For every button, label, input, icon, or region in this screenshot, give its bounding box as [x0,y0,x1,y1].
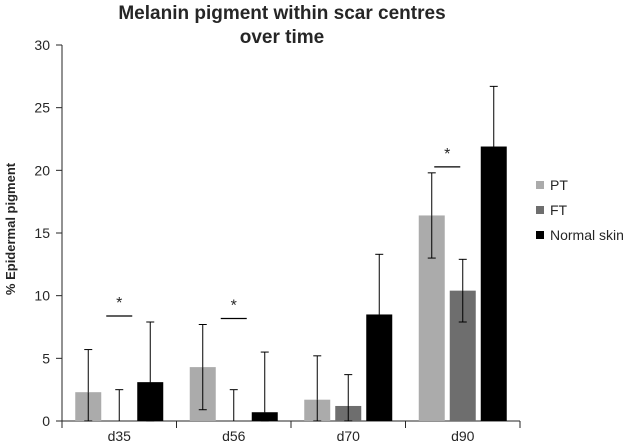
y-tick-label: 0 [42,413,50,429]
significance-star: * [116,295,122,312]
y-tick-label: 30 [34,37,50,53]
plot-area: 0 5 10 15 20 25 30 d35 d56 d70 d90 * * * [34,37,521,444]
x-tick-label: d90 [451,428,475,444]
legend: PT FT Normal skin [536,177,624,243]
y-tick-label: 15 [34,225,50,241]
legend-label: FT [550,202,568,218]
y-tick-label: 10 [34,288,50,304]
legend-swatch [536,206,544,214]
significance-star: * [444,146,450,163]
x-tick-label: d56 [222,428,246,444]
legend-label: Normal skin [550,227,624,243]
chart-title-line-2: over time [240,27,324,48]
chart-title-line-1: Melanin pigment within scar centres [118,3,445,24]
y-tick-label: 25 [34,100,50,116]
y-tick-label: 20 [34,162,50,178]
x-tick-label: d35 [108,428,132,444]
legend-swatch [536,231,544,239]
y-axis-label: % Epidermal pigment [3,162,18,295]
y-tick-label: 5 [42,350,50,366]
significance-star: * [231,297,237,314]
legend-swatch [536,181,544,189]
x-tick-label: d70 [337,428,361,444]
legend-label: PT [550,177,568,193]
